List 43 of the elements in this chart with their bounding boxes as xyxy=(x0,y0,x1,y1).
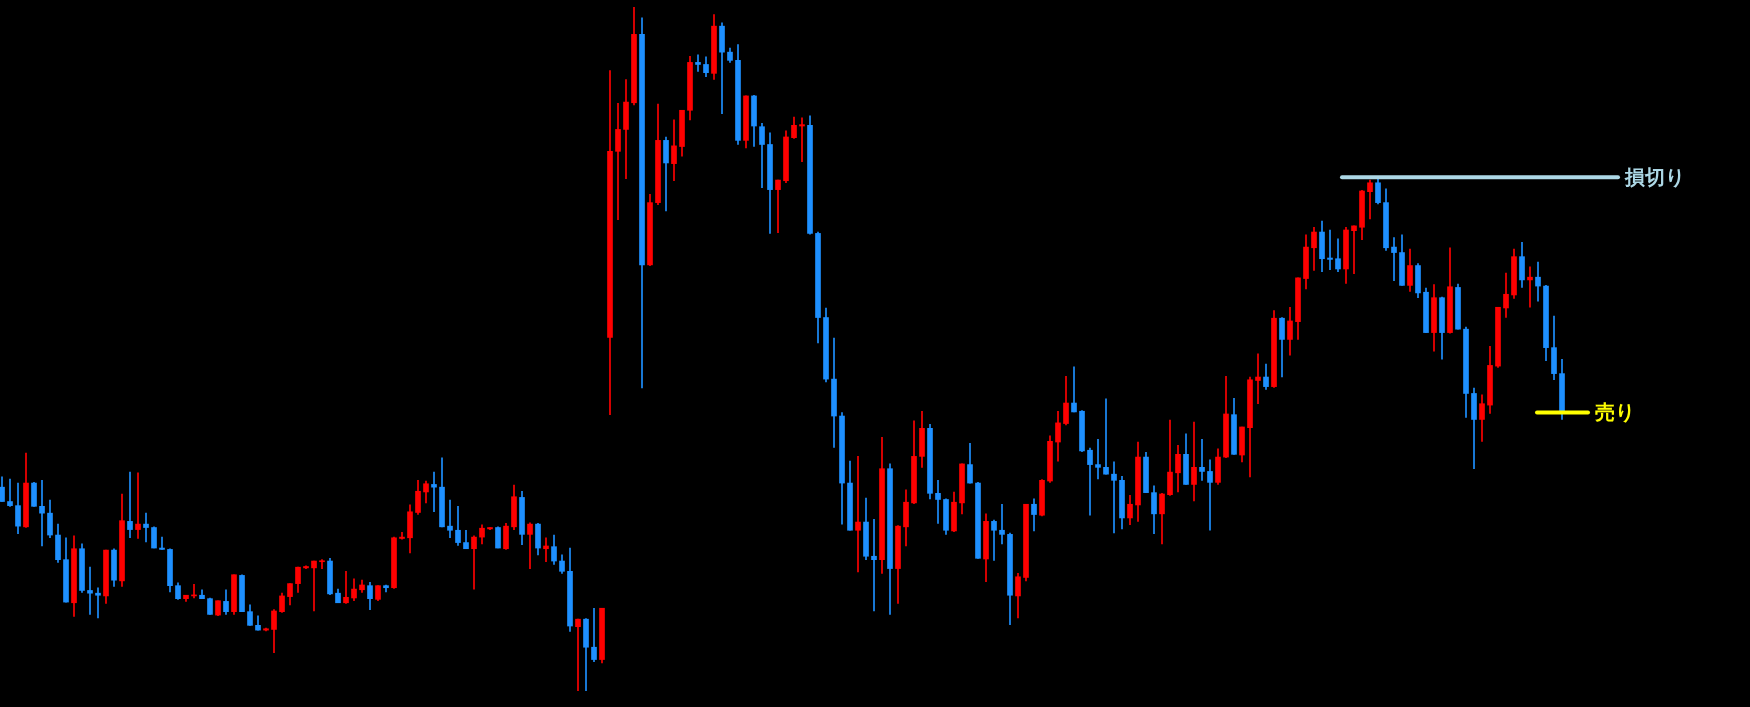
candlestick xyxy=(991,519,997,561)
candlestick xyxy=(1327,229,1333,270)
candlestick xyxy=(87,566,93,615)
candlestick xyxy=(159,536,165,550)
candlestick xyxy=(447,499,453,539)
candlestick xyxy=(999,503,1005,545)
candlestick xyxy=(527,522,533,569)
candlestick xyxy=(775,179,781,234)
candlestick xyxy=(319,559,325,569)
ref-line-label: 売り xyxy=(1595,399,1635,424)
candlestick xyxy=(1207,459,1213,531)
candlestick xyxy=(1191,421,1197,502)
candlestick xyxy=(1199,438,1205,481)
candlestick xyxy=(695,54,701,72)
candlestick xyxy=(39,480,45,547)
candlestick xyxy=(543,537,549,563)
candlestick xyxy=(1103,398,1109,475)
candlestick xyxy=(431,471,437,513)
candlestick xyxy=(871,518,877,612)
candlestick xyxy=(311,560,317,612)
candlestick xyxy=(615,103,621,221)
candlestick xyxy=(7,478,13,507)
candlestick xyxy=(143,512,149,543)
candlestick xyxy=(1095,438,1101,480)
candlestick xyxy=(1071,366,1077,413)
candlestick xyxy=(471,535,477,590)
candlestick xyxy=(1087,447,1093,516)
candlestick xyxy=(1255,353,1261,405)
candlestick xyxy=(1111,461,1117,534)
candlestick xyxy=(1535,261,1541,302)
candlestick xyxy=(1527,266,1533,308)
candlestick xyxy=(855,456,861,573)
candlestick xyxy=(127,471,133,539)
ref-line-label: 損切り xyxy=(1624,164,1685,189)
candlestick xyxy=(95,587,101,619)
candlestick xyxy=(1351,225,1357,275)
candlestick xyxy=(591,607,597,662)
candlestick xyxy=(343,570,349,604)
candlestick xyxy=(799,117,805,162)
candlestick xyxy=(935,480,941,524)
candlestick xyxy=(1391,237,1397,281)
candlestick xyxy=(135,472,141,539)
candlestick xyxy=(575,618,581,691)
